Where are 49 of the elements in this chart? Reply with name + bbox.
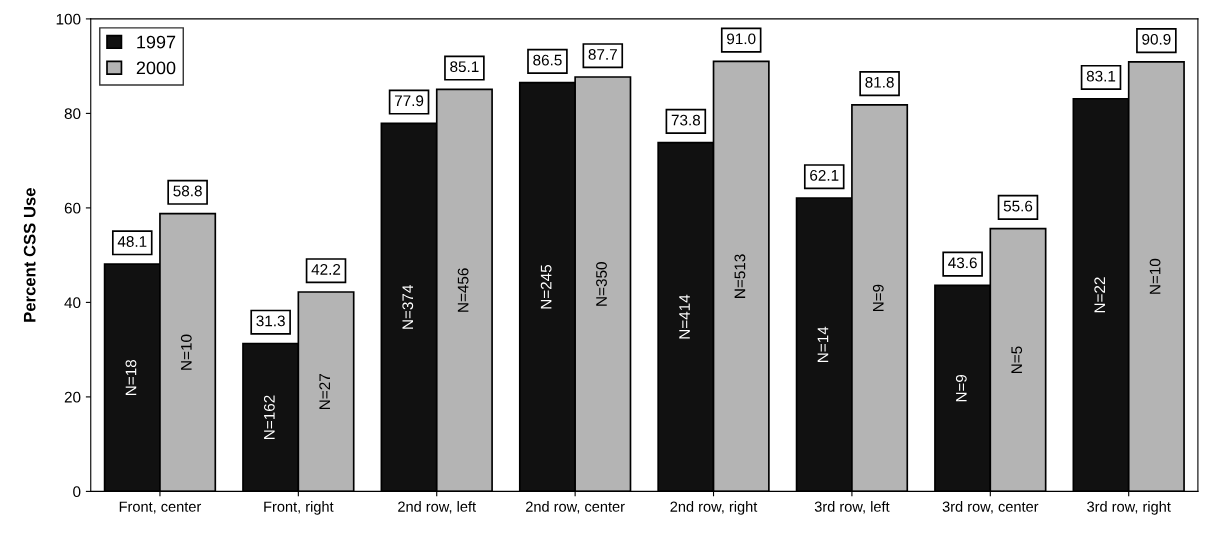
text: 48.1 xyxy=(117,236,147,247)
x-tick-label: 3rd row, right xyxy=(1087,501,1171,515)
y-tick-label: 20 xyxy=(64,391,81,403)
annotation: N=162 xyxy=(263,395,275,439)
text: 85.1 xyxy=(450,61,479,73)
text: 42.2 xyxy=(311,263,341,275)
y-tick-label: 0 xyxy=(73,486,81,498)
x-tick-label: Front, center xyxy=(119,501,202,514)
text: 31.3 xyxy=(256,315,285,327)
text: 73.8 xyxy=(671,114,701,126)
text: 62.1 xyxy=(810,169,839,181)
annotation: N=456 xyxy=(457,268,469,312)
text: 55.6 xyxy=(1003,200,1033,212)
legend-label: 2000 xyxy=(136,61,176,75)
text: 58.8 xyxy=(173,185,202,197)
x-tick-label: 3rd row, center xyxy=(942,501,1039,514)
annotation: N=374 xyxy=(402,285,414,329)
annotation: N=22 xyxy=(1094,277,1105,313)
annotation: N=10 xyxy=(1149,258,1161,294)
x-tick-label: 3rd row, left xyxy=(814,501,890,514)
annotation: N=10 xyxy=(180,334,192,370)
x-tick-label: Front, right xyxy=(264,501,334,515)
y-tick-label: 40 xyxy=(64,297,81,309)
text: 90.9 xyxy=(1142,33,1171,45)
y-tick-label: 100 xyxy=(56,13,81,25)
annotation: N=513 xyxy=(734,254,746,298)
annotation: N=414 xyxy=(679,294,690,339)
x-tick-label: 2nd row, center xyxy=(526,501,625,514)
y-tick-label: 80 xyxy=(64,108,81,120)
text: 83.1 xyxy=(1086,70,1116,82)
x-tick-label: 2nd row, right xyxy=(670,501,758,515)
y-tick-label: 60 xyxy=(64,202,81,214)
text: 77.9 xyxy=(394,95,424,107)
y-axis-title: Percent CSS Use xyxy=(23,188,36,322)
annotation: N=245 xyxy=(540,264,552,309)
annotation: N=27 xyxy=(319,374,330,409)
text: 81.8 xyxy=(865,76,894,88)
text: 86.5 xyxy=(533,54,562,66)
annotation: N=5 xyxy=(1011,346,1023,374)
annotation: N=14 xyxy=(817,326,829,362)
annotation: N=9 xyxy=(955,374,967,402)
legend-label: 1997 xyxy=(137,35,176,49)
text: 91.0 xyxy=(727,33,756,45)
x-tick-label: 2nd row, left xyxy=(398,501,476,514)
annotation: N=18 xyxy=(125,359,137,395)
annotation: N=9 xyxy=(872,284,884,312)
text: 87.7 xyxy=(588,49,617,60)
text: 43.6 xyxy=(948,257,977,269)
annotation: N=350 xyxy=(596,262,607,306)
